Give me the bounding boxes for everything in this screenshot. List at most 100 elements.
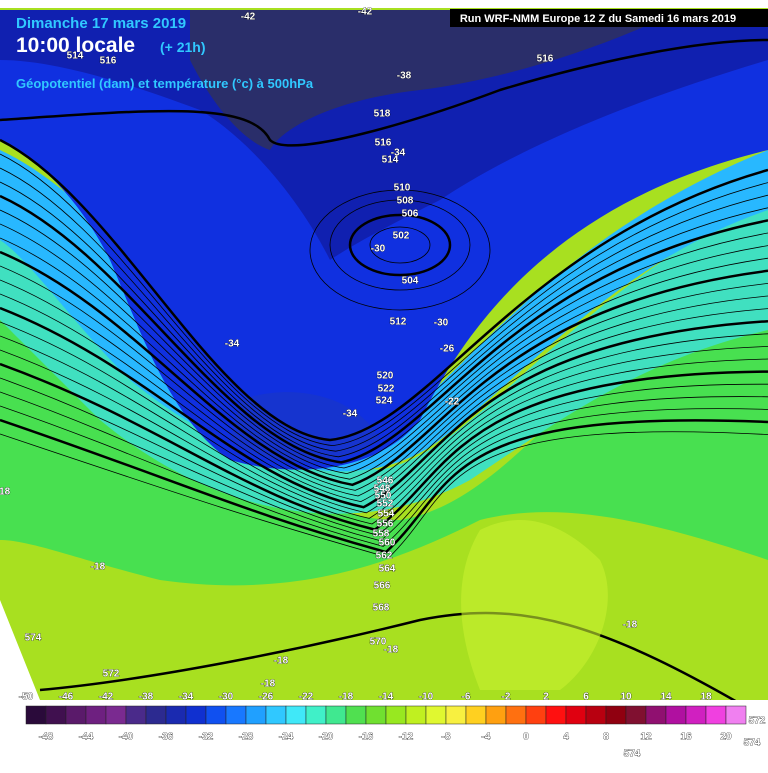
legend-top-label: -26 — [259, 692, 274, 703]
legend-top-label: -42 — [99, 692, 114, 703]
contour-line — [0, 349, 768, 525]
contour-label: -34 — [343, 409, 358, 420]
contour-label: 574 — [744, 738, 761, 749]
contour-label: 548 — [374, 484, 391, 495]
contour-label: 516 — [375, 138, 392, 149]
contour-line — [0, 293, 768, 503]
legend-bottom-label: -48 — [39, 732, 54, 743]
contour-line — [0, 405, 768, 547]
contour-line — [0, 306, 768, 509]
contour-label: 524 — [376, 396, 393, 407]
copyright: Copyright © 2019 Meteociel.fr — [303, 743, 459, 755]
contour-label: 516 — [100, 56, 117, 67]
legend-top-label: -10 — [419, 692, 434, 703]
legend-swatch — [405, 705, 427, 725]
legend-swatch — [345, 705, 367, 725]
contour-line — [0, 237, 768, 480]
contour-label: 520 — [377, 371, 394, 382]
contour-line — [0, 250, 768, 487]
contour-label: -30 — [371, 244, 386, 255]
legend-swatch — [465, 705, 487, 725]
contour-line — [0, 418, 768, 554]
contour-label: 510 — [394, 183, 411, 194]
legend-swatch — [525, 705, 547, 725]
contour-label: 574 — [624, 749, 641, 760]
contour-label: -38 — [397, 71, 412, 82]
contour-label: 508 — [397, 196, 414, 207]
legend-bottom-label: 20 — [720, 732, 732, 743]
legend-top-label: -22 — [299, 692, 314, 703]
legend-swatch — [125, 705, 147, 725]
legend-swatch — [225, 705, 247, 725]
legend-swatch — [165, 705, 187, 725]
contour-line — [0, 391, 768, 542]
legend-top-label: 10 — [620, 692, 632, 703]
contour-label: -42 — [241, 12, 256, 23]
legend-bottom-label: 0 — [523, 732, 529, 743]
legend-top-label: -46 — [59, 692, 74, 703]
contour-line — [0, 431, 768, 559]
legend-bottom-label: 12 — [640, 732, 652, 743]
legend-bottom-label: -24 — [279, 732, 294, 743]
legend-top-label: -38 — [139, 692, 154, 703]
legend-top-label: -50 — [19, 692, 34, 703]
legend-swatch — [185, 705, 207, 725]
contours — [0, 38, 768, 700]
legend-top-label: 6 — [583, 692, 589, 703]
subtitle: Géopotentiel (dam) et température (°c) à… — [16, 76, 314, 91]
contour-label: 516 — [537, 54, 554, 65]
contour-label: 546 — [377, 476, 394, 487]
low-contour — [329, 199, 471, 291]
contour-label: -30 — [434, 318, 449, 329]
contour-label: 558 — [373, 529, 390, 540]
lead: (+ 21h) — [160, 39, 206, 55]
low-contour — [369, 226, 431, 264]
legend-swatch — [505, 705, 527, 725]
legend-swatch — [445, 705, 467, 725]
legend-top-label: 14 — [660, 692, 672, 703]
contour-label: 572 — [103, 669, 120, 680]
contour-label: -34 — [391, 148, 406, 159]
legend-swatch — [105, 705, 127, 725]
legend-bottom-label: -44 — [79, 732, 94, 743]
legend-swatch — [265, 705, 287, 725]
legend-top-label: 2 — [543, 692, 549, 703]
field-navy — [190, 10, 680, 150]
legend-swatch — [25, 705, 47, 725]
date: Dimanche 17 mars 2019 — [16, 15, 186, 32]
legend-top-label: 18 — [700, 692, 712, 703]
contour-label: -22 — [445, 397, 460, 408]
contour-label: -18 — [0, 487, 11, 498]
contour-label: 574 — [25, 633, 42, 644]
contour-labels: 516-38518516-34514510508506502-30504512-… — [0, 6, 766, 760]
legend-bottom-label: 4 — [563, 732, 569, 743]
contour-label: -18 — [384, 645, 399, 656]
legend-bottom-label: -12 — [399, 732, 414, 743]
legend-swatch — [245, 705, 267, 725]
contour-label: 564 — [379, 564, 396, 575]
contour-line — [0, 223, 768, 475]
contour-label: 514 — [67, 51, 84, 62]
contour-label: 570 — [370, 637, 387, 648]
legend-bottom-label: -36 — [159, 732, 174, 743]
legend-swatch — [305, 705, 327, 725]
contour-label: 556 — [377, 519, 394, 530]
legend-top-label: -18 — [339, 692, 354, 703]
legend-bottom-label: -8 — [442, 732, 451, 743]
legend-swatch — [725, 705, 747, 725]
legend-bottom-label: -20 — [319, 732, 334, 743]
contour-line — [0, 181, 768, 458]
contour-line — [0, 321, 768, 514]
legend-swatch — [65, 705, 87, 725]
legend-swatch — [705, 705, 727, 725]
contour-line — [0, 38, 768, 147]
contour-line — [0, 167, 768, 452]
legend-swatch — [605, 705, 627, 725]
legend-bottom-label: 16 — [680, 732, 692, 743]
legend-swatch — [645, 705, 667, 725]
field-green — [0, 250, 768, 586]
legend-bottom-label: -32 — [199, 732, 214, 743]
legend-bottom-label: -16 — [359, 732, 374, 743]
contour-line — [39, 611, 768, 700]
